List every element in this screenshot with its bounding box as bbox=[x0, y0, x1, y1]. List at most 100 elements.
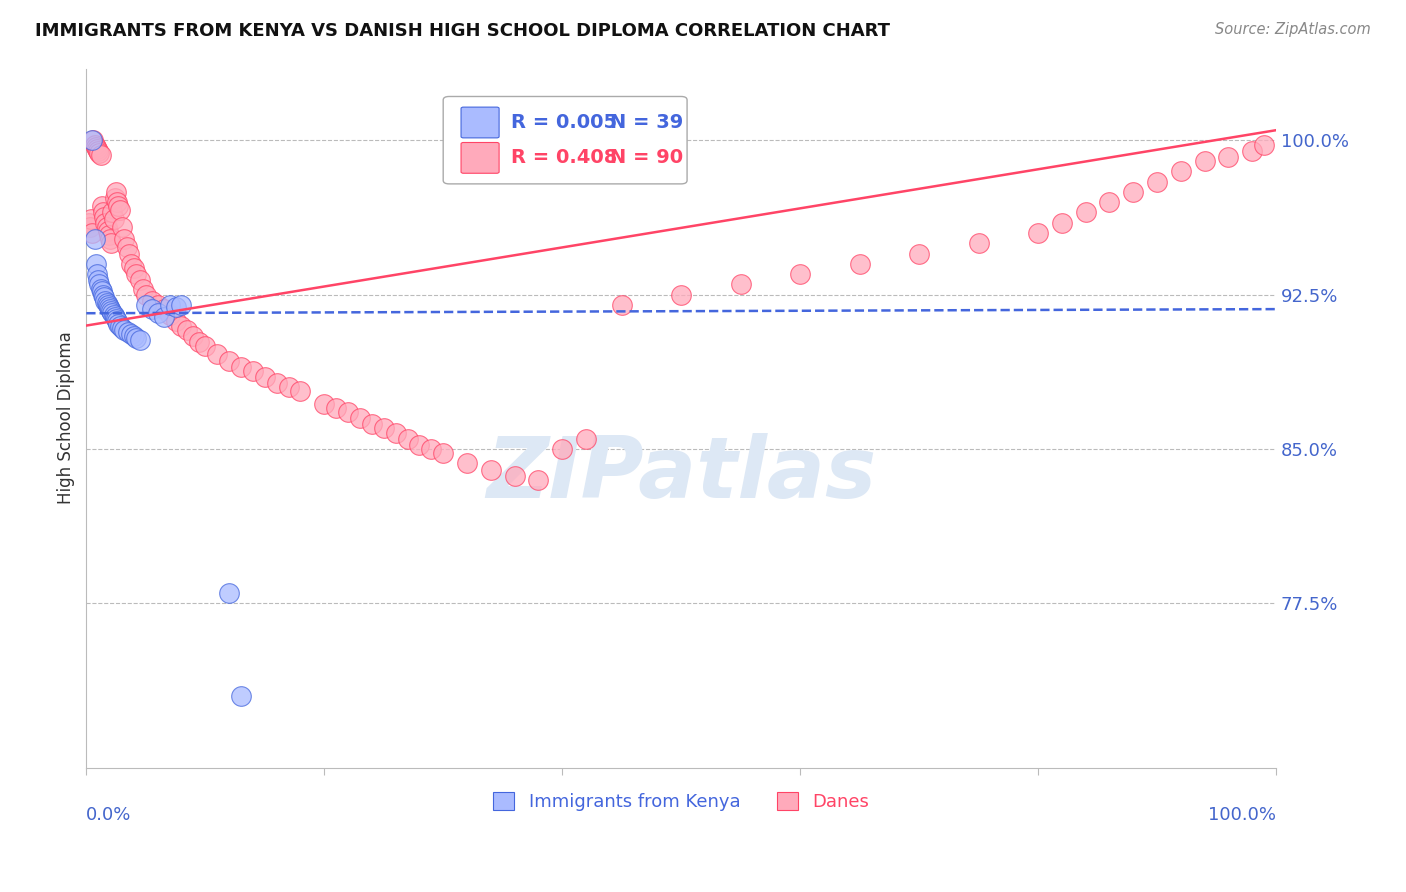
Point bbox=[551, 442, 574, 456]
Point bbox=[101, 205, 124, 219]
Point bbox=[107, 317, 129, 331]
Point bbox=[132, 281, 155, 295]
Point bbox=[165, 314, 187, 328]
Point bbox=[97, 224, 120, 238]
Point bbox=[1170, 164, 1192, 178]
Point bbox=[128, 333, 150, 347]
Point bbox=[205, 347, 228, 361]
Text: R = 0.408: R = 0.408 bbox=[510, 148, 617, 168]
Point bbox=[117, 325, 139, 339]
Point bbox=[107, 199, 129, 213]
Text: 100.0%: 100.0% bbox=[1208, 806, 1277, 824]
Point bbox=[98, 232, 121, 246]
Point bbox=[90, 284, 112, 298]
Point bbox=[98, 302, 121, 317]
Point bbox=[105, 312, 128, 326]
Point bbox=[104, 191, 127, 205]
Point bbox=[97, 300, 120, 314]
Point bbox=[105, 195, 128, 210]
Point bbox=[103, 308, 125, 322]
Point bbox=[112, 323, 135, 337]
Point bbox=[1026, 226, 1049, 240]
Point bbox=[86, 142, 108, 156]
Point bbox=[420, 442, 443, 456]
Point bbox=[141, 302, 163, 317]
Point bbox=[80, 211, 103, 226]
Point bbox=[121, 257, 143, 271]
Point bbox=[277, 380, 299, 394]
Point bbox=[1146, 175, 1168, 189]
Point bbox=[1241, 144, 1264, 158]
Point bbox=[152, 310, 174, 325]
Point bbox=[337, 405, 360, 419]
Point bbox=[108, 203, 131, 218]
Point bbox=[141, 293, 163, 308]
Point bbox=[188, 334, 211, 349]
Point bbox=[159, 308, 181, 322]
Point bbox=[1194, 154, 1216, 169]
Point bbox=[84, 139, 107, 153]
Point bbox=[103, 211, 125, 226]
Point bbox=[86, 267, 108, 281]
Point bbox=[908, 246, 931, 260]
Point bbox=[183, 329, 205, 343]
Point bbox=[669, 287, 692, 301]
Point bbox=[503, 468, 526, 483]
Point bbox=[253, 370, 276, 384]
Point bbox=[1098, 195, 1121, 210]
Point bbox=[125, 331, 148, 345]
Point bbox=[82, 134, 104, 148]
Point bbox=[111, 219, 134, 234]
Text: 0.0%: 0.0% bbox=[86, 806, 132, 824]
Point bbox=[218, 353, 240, 368]
Legend: Immigrants from Kenya, Danes: Immigrants from Kenya, Danes bbox=[485, 784, 877, 818]
Point bbox=[93, 290, 115, 304]
Point bbox=[100, 236, 122, 251]
Point bbox=[432, 446, 454, 460]
Point bbox=[104, 310, 127, 325]
Text: N = 39: N = 39 bbox=[610, 113, 683, 132]
Point bbox=[349, 411, 371, 425]
Point bbox=[97, 298, 120, 312]
Point bbox=[176, 323, 198, 337]
Point bbox=[83, 232, 105, 246]
Point bbox=[115, 240, 138, 254]
Point bbox=[82, 134, 104, 148]
Point bbox=[314, 397, 336, 411]
Point bbox=[96, 219, 118, 234]
Point bbox=[384, 425, 406, 440]
Point bbox=[848, 257, 870, 271]
Point bbox=[122, 260, 145, 275]
Point bbox=[218, 586, 240, 600]
Point bbox=[170, 298, 193, 312]
Point bbox=[105, 185, 128, 199]
Y-axis label: High School Diploma: High School Diploma bbox=[58, 332, 75, 505]
FancyBboxPatch shape bbox=[461, 107, 499, 138]
Point bbox=[360, 417, 382, 432]
Text: R = 0.005: R = 0.005 bbox=[510, 113, 617, 132]
Point bbox=[89, 145, 111, 160]
Point bbox=[121, 326, 143, 341]
Point bbox=[90, 199, 112, 213]
Point bbox=[266, 376, 288, 391]
Point bbox=[1122, 185, 1144, 199]
Point bbox=[146, 306, 169, 320]
Point bbox=[967, 236, 990, 251]
Point bbox=[170, 318, 193, 333]
Point bbox=[118, 246, 141, 260]
Point bbox=[456, 456, 478, 470]
Point bbox=[112, 232, 135, 246]
Point bbox=[146, 298, 169, 312]
FancyBboxPatch shape bbox=[461, 143, 499, 173]
Point bbox=[730, 277, 752, 292]
Point bbox=[111, 320, 134, 334]
Point bbox=[373, 421, 395, 435]
Point bbox=[396, 432, 419, 446]
Point bbox=[1253, 137, 1275, 152]
Point bbox=[229, 689, 252, 703]
FancyBboxPatch shape bbox=[443, 96, 688, 184]
Point bbox=[87, 273, 110, 287]
Text: N = 90: N = 90 bbox=[610, 148, 683, 168]
Point bbox=[97, 228, 120, 243]
Point bbox=[194, 339, 217, 353]
